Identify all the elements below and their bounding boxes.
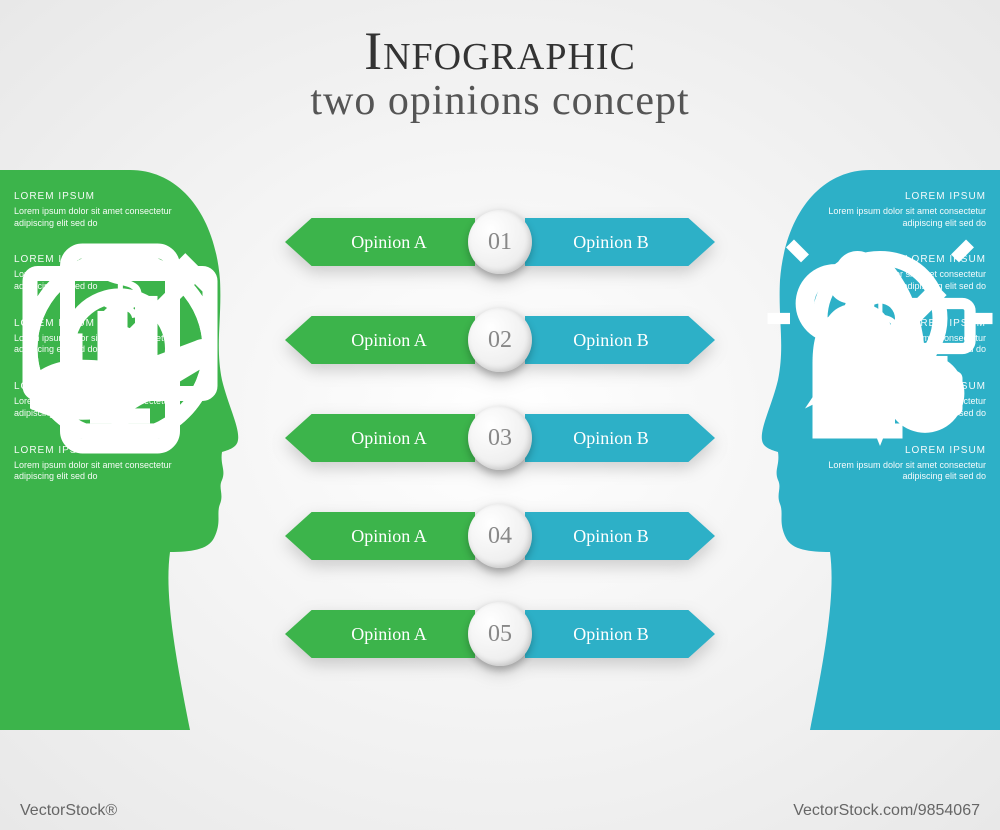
opinion-b-label: Opinion B [573,330,649,351]
row-number-5: 05 [468,602,532,666]
subtitle: two opinions concept [0,77,1000,125]
opinion-b-arrow: Opinion B [525,414,715,462]
lightbulb-dollar-icon: $ [774,444,810,480]
row-number-3: 03 [468,406,532,470]
opinion-b-arrow: Opinion B [525,218,715,266]
left-item-5: Lorem Ipsum Lorem ipsum dolor sit amet c… [14,444,226,483]
opinion-a-label: Opinion A [351,330,427,351]
opinion-row-4: Opinion A Opinion B 04 [285,504,715,568]
opinion-b-label: Opinion B [573,428,649,449]
opinion-a-label: Opinion A [351,624,427,645]
opinion-a-arrow: Opinion A [285,414,475,462]
svg-text:$: $ [861,281,899,356]
opinion-row-2: Opinion A Opinion B 02 [285,308,715,372]
right-head-panel: Lorem Ipsum Lorem ipsum dolor sit amet c… [760,170,1000,730]
opinion-b-label: Opinion B [573,232,649,253]
footer-ref: VectorStock.com/9854067 [793,802,980,820]
opinion-row-1: Opinion A Opinion B 01 [285,210,715,274]
opinion-b-label: Opinion B [573,624,649,645]
svg-text:$: $ [99,288,141,372]
opinion-a-arrow: Opinion A [285,512,475,560]
opinion-a-arrow: Opinion A [285,218,475,266]
smartphone-icon: $ [190,444,226,480]
opinion-a-label: Opinion A [351,428,427,449]
footer-brand: VectorStock® [20,802,117,820]
opinion-a-arrow: Opinion A [285,316,475,364]
opinion-b-arrow: Opinion B [525,610,715,658]
right-item-5: Lorem Ipsum Lorem ipsum dolor sit amet c… [774,444,986,483]
row-number-2: 02 [468,308,532,372]
opinion-b-label: Opinion B [573,526,649,547]
row-number-4: 04 [468,504,532,568]
opinion-row-5: Opinion A Opinion B 05 [285,602,715,666]
opinion-rows: Opinion A Opinion B 01 Opinion A Opinion… [285,210,715,700]
left-head-panel: Lorem Ipsum Lorem ipsum dolor sit amet c… [0,170,240,730]
opinion-a-label: Opinion A [351,232,427,253]
row-number-1: 01 [468,210,532,274]
main-title: Infographic [0,20,1000,82]
opinion-a-arrow: Opinion A [285,610,475,658]
opinion-b-arrow: Opinion B [525,316,715,364]
opinion-b-arrow: Opinion B [525,512,715,560]
footer: VectorStock® VectorStock.com/9854067 [20,802,980,820]
opinion-a-label: Opinion A [351,526,427,547]
opinion-row-3: Opinion A Opinion B 03 [285,406,715,470]
